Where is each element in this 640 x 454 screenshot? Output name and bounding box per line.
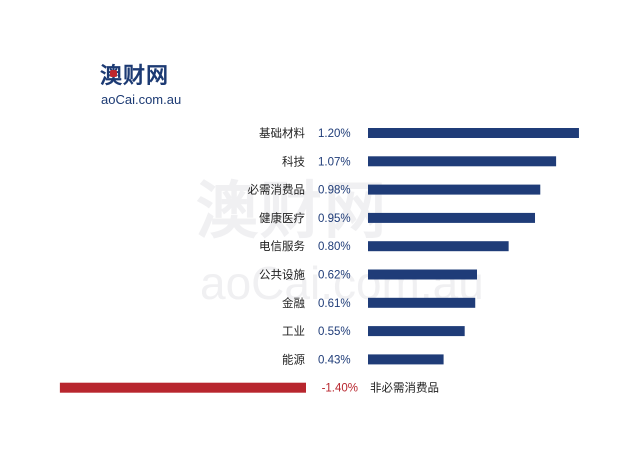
category-label: 健康医疗 [259,211,305,225]
data-label: 1.20% [318,128,351,140]
bar [368,184,541,195]
bar [368,269,477,280]
data-label: 0.95% [318,213,351,225]
category-label: 工业 [282,324,305,338]
data-label: 0.80% [318,241,351,253]
bar [368,128,579,138]
category-label: 公共设施 [259,268,305,282]
bar [368,212,536,223]
data-label: 0.98% [318,185,351,197]
bar [368,297,476,308]
bar [368,241,509,252]
data-label: 0.55% [318,326,351,338]
bar [368,354,444,365]
data-label: -1.40% [322,383,358,395]
bar [368,156,557,167]
bar [368,326,465,337]
category-label: 基础材料 [259,126,305,140]
category-label: 能源 [282,352,305,366]
data-label: 0.62% [318,270,351,282]
category-label: 科技 [282,154,305,168]
data-label: 1.07% [318,156,351,168]
logo-mark-icon [110,70,117,77]
category-label: 必需消费品 [248,183,306,197]
logo-domain: aoCai.com.au [101,92,182,107]
data-label: 0.43% [318,354,351,366]
data-label: 0.61% [318,298,351,310]
category-label: 电信服务 [259,239,305,253]
category-label: 金融 [282,296,305,310]
bar [59,382,306,393]
category-label: 非必需消费品 [370,381,439,395]
logo: 澳财网 aoCai.com.au [100,64,220,112]
